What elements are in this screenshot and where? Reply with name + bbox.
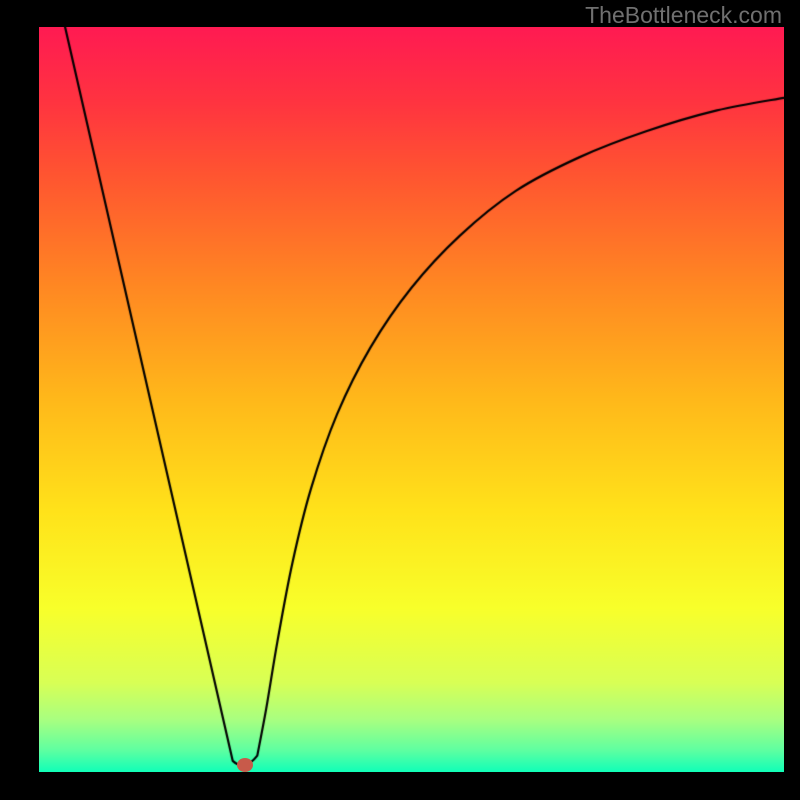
optimal-point-marker — [237, 758, 253, 772]
watermark-label: TheBottleneck.com — [585, 2, 782, 29]
chart-frame: TheBottleneck.com — [0, 0, 800, 800]
bottleneck-curve — [39, 27, 784, 772]
plot-area — [39, 27, 784, 772]
